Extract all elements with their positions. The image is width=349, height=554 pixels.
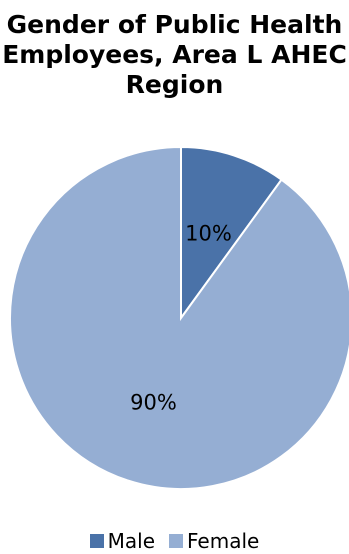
- data-label-female: 90%: [130, 391, 177, 415]
- legend-swatch-female: [169, 534, 184, 548]
- chart-title-line-3: Region: [125, 70, 224, 99]
- chart-title: Gender of Public Health Employees, Area …: [0, 10, 349, 100]
- chart-title-line-2: Employees, Area L AHEC: [2, 40, 347, 69]
- legend-label-male: Male: [107, 529, 156, 553]
- legend-item-female: Female: [169, 529, 259, 553]
- legend-label-female: Female: [187, 529, 260, 553]
- legend-swatch-male: [89, 534, 104, 548]
- pie-slice-male: [180, 145, 283, 322]
- legend: Male Female: [0, 528, 349, 554]
- data-label-male: 10%: [185, 221, 232, 245]
- pie-slice-female: [9, 145, 349, 490]
- pie-slices: [9, 145, 349, 490]
- chart-title-line-1: Gender of Public Health: [6, 10, 343, 39]
- pie-labels: 10% 90%: [130, 221, 232, 414]
- legend-item-male: Male: [89, 529, 156, 553]
